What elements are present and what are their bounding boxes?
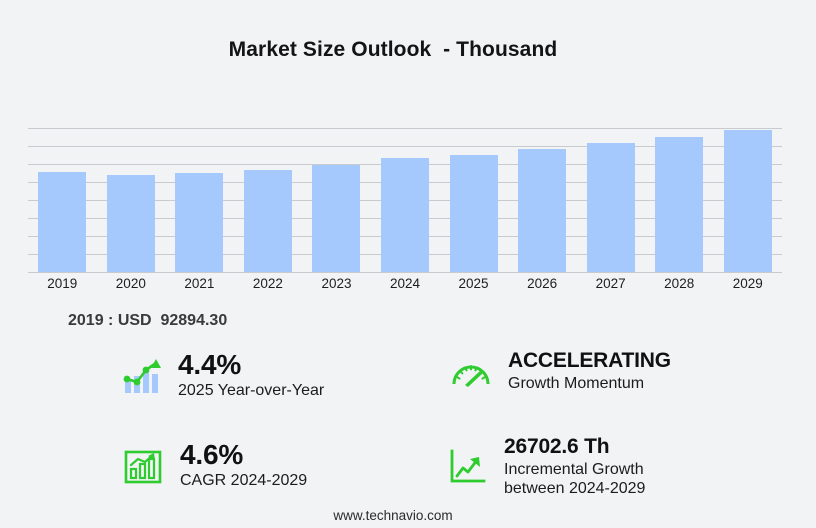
stat-cagr-value: 4.6%: [180, 439, 244, 470]
axis-tick-label: 2029: [732, 276, 763, 291]
stat-yoy-value: 4.4%: [178, 349, 242, 380]
axis-tick-label: 2024: [389, 276, 421, 291]
bar-chart: [28, 128, 782, 273]
stat-momentum-caption: Growth Momentum: [508, 374, 645, 392]
stat-incremental: 26702.6 Th Incremental Growth between 20…: [444, 435, 646, 498]
chart-bar[interactable]: [106, 175, 155, 272]
bar-slot: [97, 128, 166, 272]
axis-tick-label: 2019: [47, 276, 78, 291]
stat-incremental-value: 26702.6 Th: [504, 435, 610, 458]
chart-bar[interactable]: [655, 137, 704, 272]
stat-yoy-caption: 2025 Year-over-Year: [178, 382, 325, 400]
speedometer-icon: [448, 351, 494, 393]
bar-slot: [302, 128, 371, 272]
stat-momentum-value: ACCELERATING: [508, 349, 671, 372]
bar-slot: [165, 128, 234, 272]
bar-slot: [713, 128, 782, 272]
gridline: [28, 272, 782, 273]
stat-momentum-text: ACCELERATING Growth Momentum: [508, 349, 671, 394]
stat-yoy-text: 4.4% 2025 Year-over-Year: [178, 349, 325, 401]
bar-chart-arrow-icon: [120, 445, 166, 487]
stat-momentum: ACCELERATING Growth Momentum: [448, 349, 671, 394]
axis-tick-label: 2026: [527, 276, 558, 291]
bar-slot: [371, 128, 440, 272]
bar-slot: [439, 128, 508, 272]
bar-slot: [234, 128, 303, 272]
stat-yoy: 4.4% 2025 Year-over-Year: [118, 349, 325, 401]
axis-tick-label: 2028: [664, 276, 695, 291]
stat-incremental-caption: Incremental Growth between 2024-2029: [504, 460, 646, 497]
axis-tick-label: 2027: [595, 276, 626, 291]
chart-bar[interactable]: [38, 172, 87, 272]
chart-bar[interactable]: [586, 143, 635, 272]
axis-tick-label: 2025: [458, 276, 489, 291]
bar-slot: [576, 128, 645, 272]
line-bar-growth-icon: [118, 355, 164, 397]
stat-cagr-text: 4.6% CAGR 2024-2029: [180, 439, 308, 491]
bar-slot: [645, 128, 714, 272]
chart-bar[interactable]: [449, 155, 498, 272]
gridline: [28, 128, 782, 129]
stat-cagr-caption: CAGR 2024-2029: [180, 472, 308, 490]
axis-tick-label: 2021: [184, 276, 215, 291]
chart-bar[interactable]: [723, 130, 772, 272]
chart-bar[interactable]: [312, 165, 361, 272]
bar-slot: [508, 128, 577, 272]
base-year-value: 2019 : USD 92894.30: [68, 312, 228, 329]
chart-bar[interactable]: [518, 149, 567, 272]
axis-tick-label: 2023: [321, 276, 352, 291]
bar-slot: [28, 128, 97, 272]
axis-tick-label: 2022: [252, 276, 283, 291]
axis-tick-label: 2020: [115, 276, 146, 291]
page-title: Market Size Outlook - Thousand: [228, 38, 558, 61]
stat-cagr: 4.6% CAGR 2024-2029: [120, 439, 308, 491]
stats-grid: 4.4% 2025 Year-over-Year: [0, 344, 816, 504]
chart-bar[interactable]: [175, 173, 224, 272]
chart-bars: [28, 128, 782, 272]
trend-arrow-axis-icon: [444, 446, 490, 488]
chart-bar[interactable]: [243, 170, 292, 272]
chart-x-axis-labels: 2019 2020 2021 2022 2023 2024 2025 2026 2027 2028…: [28, 276, 782, 291]
stat-incremental-text: 26702.6 Th Incremental Growth between 20…: [504, 435, 646, 498]
chart-bar[interactable]: [381, 158, 429, 272]
footer-url: www.technavio.com: [333, 508, 453, 523]
gridline: [28, 146, 782, 147]
